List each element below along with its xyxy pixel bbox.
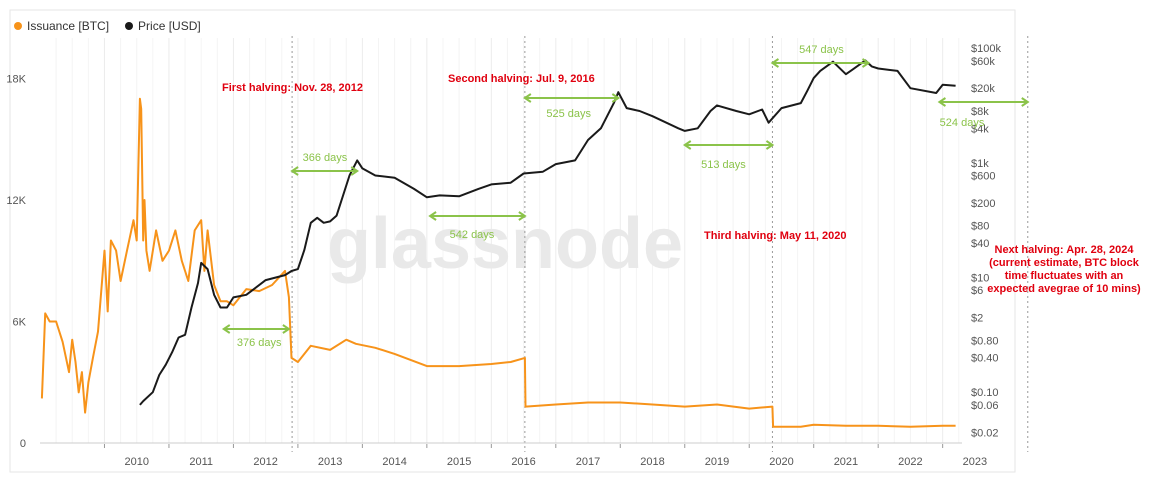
span-arrow-head-left xyxy=(221,324,231,334)
span-arrow-head-left xyxy=(682,140,692,150)
x-tick-label: 2018 xyxy=(640,456,664,468)
right-tick-label: $40 xyxy=(971,238,989,250)
first-halving-annotation: First halving: Nov. 28, 2012 xyxy=(222,82,363,94)
span-arrow-head-right xyxy=(611,93,621,103)
right-tick-label: $0.40 xyxy=(971,353,999,365)
legend-item-price[interactable]: Price [USD] xyxy=(125,19,201,33)
watermark: glassnode xyxy=(327,204,683,284)
right-tick-label: $2 xyxy=(971,313,983,325)
span-arrow-head-left xyxy=(770,58,779,68)
next-halving-annotation-line1: Next halving: Apr. 28, 2024 xyxy=(995,244,1135,256)
x-tick-label: 2015 xyxy=(447,456,471,468)
left-tick-label: 6K xyxy=(13,317,27,329)
span-label: 542 days xyxy=(450,229,495,241)
right-tick-label: $100k xyxy=(971,43,1001,55)
right-axis: $100k$60k$20k$8k$4k$1k$600$200$80$40$10$… xyxy=(971,43,1001,439)
x-tick-label: 2016 xyxy=(511,456,535,468)
legend-price-label: Price [USD] xyxy=(138,19,201,33)
span-label: 376 days xyxy=(237,337,282,349)
x-tick-label: 2017 xyxy=(576,456,600,468)
span-arrow-head-right xyxy=(282,324,291,334)
span-label: 547 days xyxy=(799,44,844,56)
x-tick-label: 2022 xyxy=(898,456,922,468)
span-label: 525 days xyxy=(546,108,591,120)
legend-item-issuance[interactable]: Issuance [BTC] xyxy=(14,19,109,33)
span-arrow-head-right xyxy=(1021,97,1030,107)
price-line xyxy=(139,59,956,406)
x-axis: 2010 2011 2012 2013 2014 2015 2016 2017 2018 2019… xyxy=(40,442,987,468)
span-arrow-head-left xyxy=(290,166,299,176)
issuance-dot-icon xyxy=(14,22,22,30)
left-tick-label: 0 xyxy=(20,438,26,450)
right-tick-label: $20k xyxy=(971,83,995,95)
next-halving-annotation-line3: time fluctuates with an xyxy=(1005,270,1124,282)
left-tick-label: 18K xyxy=(6,74,26,86)
left-tick-label: 12K xyxy=(6,195,26,207)
second-halving-annotation: Second halving: Jul. 9, 2016 xyxy=(448,73,595,85)
series-layer xyxy=(40,59,956,428)
span-label: 513 days xyxy=(701,159,746,171)
x-tick-label: 2012 xyxy=(253,456,277,468)
legend: Issuance [BTC] Price [USD] xyxy=(14,19,201,33)
x-tick-label: 2014 xyxy=(382,456,406,468)
right-tick-label: $200 xyxy=(971,198,995,210)
x-tick-label: 2021 xyxy=(834,456,858,468)
right-tick-label: $60k xyxy=(971,56,995,68)
next-halving-annotation-line4: expected avegrae of 10 mins) xyxy=(987,283,1141,295)
third-halving-annotation: Third halving: May 11, 2020 xyxy=(704,230,846,242)
span-arrow-head-left xyxy=(937,97,946,107)
span-arrow-head-left xyxy=(428,211,437,221)
right-tick-label: $6 xyxy=(971,285,983,297)
span-arrows: 366 days 376 days 542 days 525 days 513 days… xyxy=(221,44,1030,349)
right-tick-label: $4k xyxy=(971,123,989,135)
right-tick-label: $1k xyxy=(971,158,989,170)
x-tick-label: 2020 xyxy=(769,456,793,468)
span-arrow-head-right xyxy=(765,140,775,150)
right-tick-label: $600 xyxy=(971,171,995,183)
next-halving-annotation-line2: (current estimate, BTC block xyxy=(989,257,1140,269)
x-tick-label: 2019 xyxy=(705,456,729,468)
span-arrow-head-left xyxy=(523,93,532,103)
right-tick-label: $10 xyxy=(971,272,989,284)
x-tick-label: 2010 xyxy=(124,456,148,468)
x-tick-label: 2023 xyxy=(963,456,987,468)
legend-issuance-label: Issuance [BTC] xyxy=(27,19,110,33)
issuance-line xyxy=(40,97,956,428)
x-tick-label: 2013 xyxy=(318,456,342,468)
right-tick-label: $0.10 xyxy=(971,387,999,399)
right-tick-label: $0.06 xyxy=(971,400,999,412)
left-axis: 0 6K 12K 18K xyxy=(6,74,26,451)
span-arrow-head-right xyxy=(350,166,360,176)
right-tick-label: $8k xyxy=(971,106,989,118)
price-dot-icon xyxy=(125,22,134,30)
right-tick-label: $0.02 xyxy=(971,427,999,439)
right-tick-label: $80 xyxy=(971,221,989,233)
span-label: 524 days xyxy=(940,117,985,129)
right-tick-label: $0.80 xyxy=(971,335,999,347)
span-arrow-head-right xyxy=(518,211,527,221)
x-tick-label: 2011 xyxy=(189,456,213,468)
span-arrow-head-right xyxy=(861,58,871,68)
span-label: 366 days xyxy=(303,152,348,164)
